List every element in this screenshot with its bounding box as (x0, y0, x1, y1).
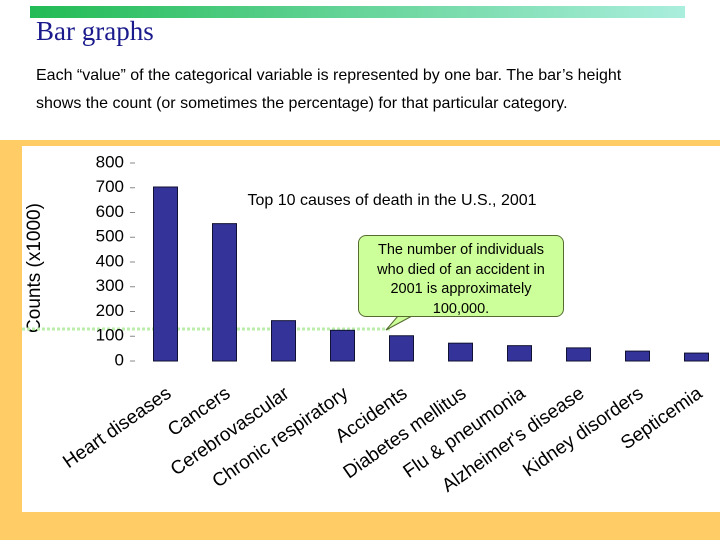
y-tick-label: 700 (96, 177, 124, 196)
slide-title: Bar graphs (36, 16, 154, 46)
bar (625, 350, 650, 362)
y-tick-label: 400 (96, 251, 124, 270)
y-tick-label: 200 (96, 301, 124, 320)
y-axis-label: Counts (x1000) (24, 203, 45, 333)
bar (448, 342, 473, 362)
bar (330, 329, 355, 362)
bar (389, 335, 414, 362)
y-tick-label: 800 (96, 152, 124, 171)
bar (566, 347, 591, 362)
body-text: Each “value” of the categorical variable… (36, 67, 622, 112)
bar (507, 345, 532, 362)
y-tick-label: 300 (96, 276, 124, 295)
y-tick-label: 100 (96, 326, 124, 345)
y-tick-label: 500 (96, 227, 124, 246)
chart-title: Top 10 causes of death in the U.S., 2001 (247, 192, 536, 209)
y-tick-label: 600 (96, 202, 124, 221)
title-bar (30, 6, 685, 18)
y-tick-label: 0 (115, 350, 124, 369)
bar (153, 186, 178, 362)
bar (271, 320, 296, 362)
bar (212, 223, 237, 362)
bar (684, 352, 709, 362)
annotation: The number of individuals who died of an… (358, 235, 564, 317)
